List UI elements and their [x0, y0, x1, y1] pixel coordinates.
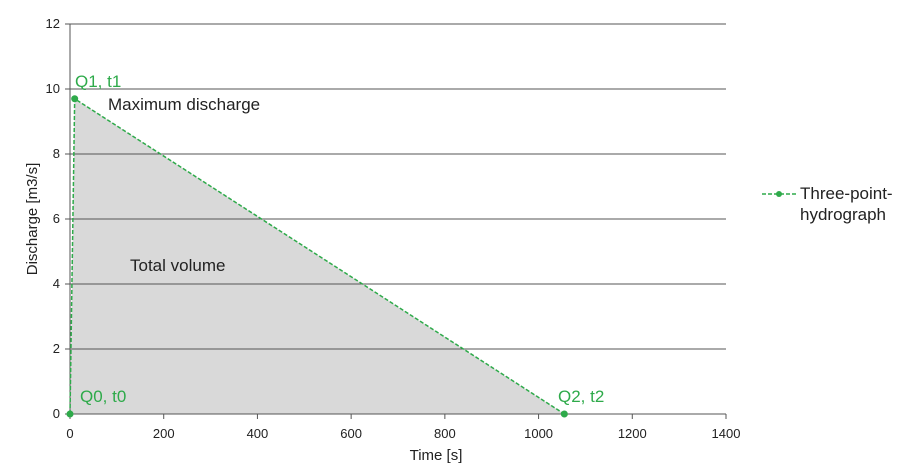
legend-marker	[776, 191, 782, 197]
annotation: Q1, t1	[75, 72, 121, 91]
point	[560, 410, 568, 418]
y-tick-label: 2	[53, 341, 60, 356]
x-tick-label: 400	[247, 426, 269, 441]
y-tick-label: 8	[53, 146, 60, 161]
annotation: Maximum discharge	[108, 95, 260, 114]
y-tick-label: 10	[46, 81, 60, 96]
y-tick-label: 6	[53, 211, 60, 226]
x-tick-label: 1200	[618, 426, 647, 441]
y-axis-label: Discharge [m3/s]	[24, 163, 41, 276]
y-tick-label: 4	[53, 276, 60, 291]
y-tick-label: 12	[46, 16, 60, 31]
x-axis-label: Time [s]	[410, 447, 463, 464]
annotation: Total volume	[130, 256, 225, 275]
point	[71, 95, 79, 103]
legend-label: Three-point-hydrograph	[800, 184, 893, 224]
y-tick-label: 0	[53, 406, 60, 421]
annotation: Q0, t0	[80, 387, 126, 406]
x-tick-label: 0	[66, 426, 73, 441]
x-tick-label: 600	[340, 426, 362, 441]
x-tick-label: 800	[434, 426, 456, 441]
x-tick-label: 200	[153, 426, 175, 441]
annotation: Q2, t2	[558, 387, 604, 406]
point	[66, 410, 74, 418]
legend: Three-point-hydrograph	[760, 183, 912, 225]
legend-swatch	[762, 191, 796, 197]
x-tick-label: 1000	[524, 426, 553, 441]
x-tick-label: 1400	[712, 426, 741, 441]
